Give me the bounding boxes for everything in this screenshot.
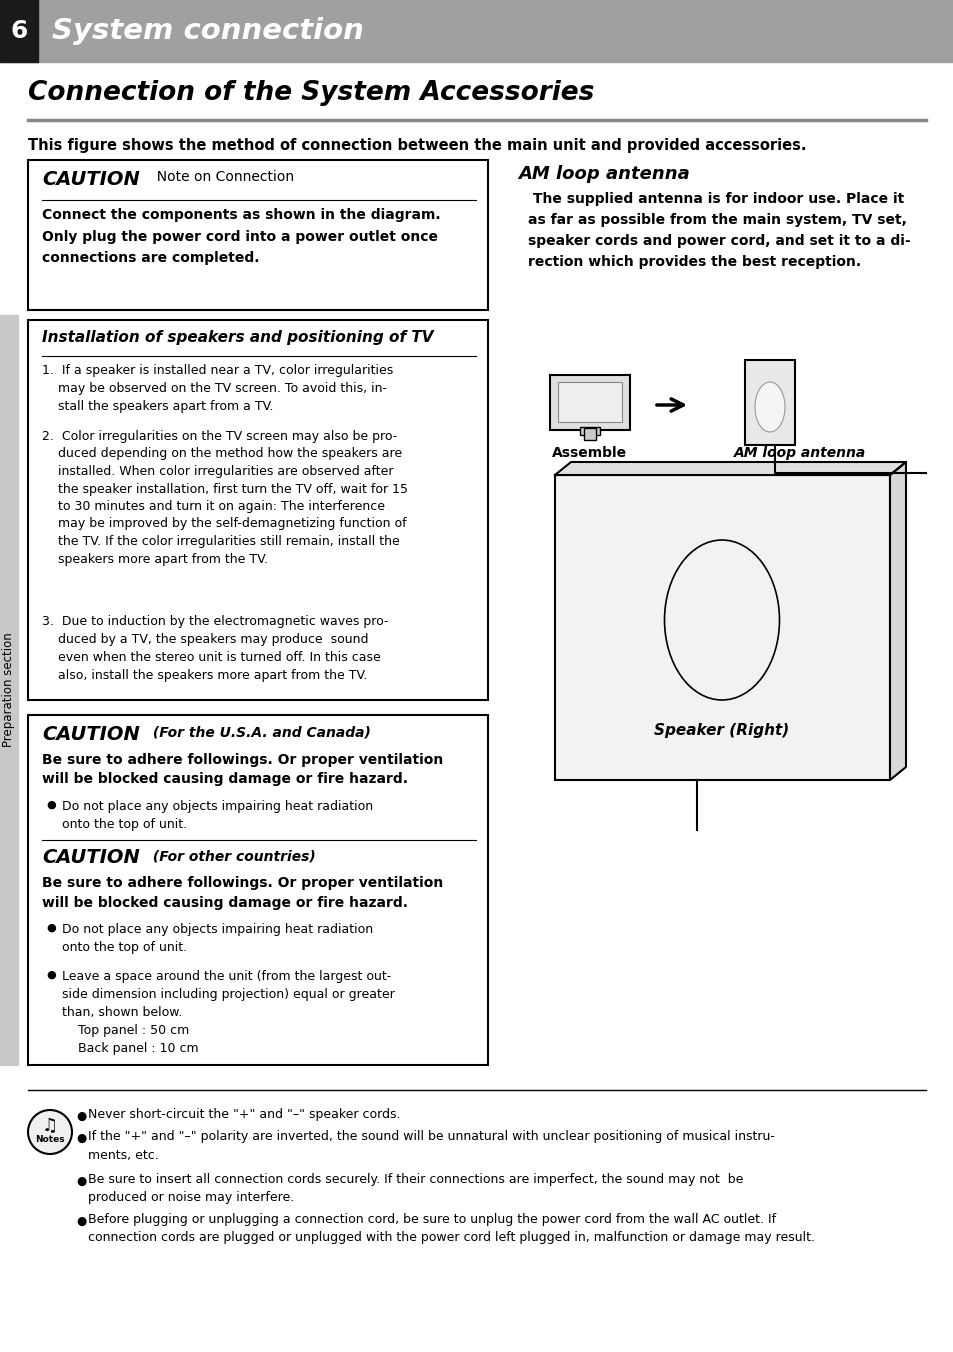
Text: AM loop antenna: AM loop antenna (517, 165, 689, 183)
Bar (550, 375, 629, 430)
Text: ♫: ♫ (42, 1117, 58, 1134)
Text: 6: 6 (10, 19, 28, 43)
Text: Note on Connection: Note on Connection (148, 170, 294, 184)
Bar (555, 475, 889, 780)
Text: Connect the components as shown in the diagram.
Only plug the power cord into a : Connect the components as shown in the d… (42, 208, 440, 265)
Text: Leave a space around the unit (from the largest out-
side dimension including pr: Leave a space around the unit (from the … (62, 969, 395, 1055)
Text: Be sure to insert all connection cords securely. If their connections are imperf: Be sure to insert all connection cords s… (88, 1174, 742, 1205)
Text: Connection of the System Accessories: Connection of the System Accessories (28, 80, 594, 105)
Text: CAUTION: CAUTION (42, 848, 140, 867)
Text: Be sure to adhere followings. Or proper ventilation
will be blocked causing dama: Be sure to adhere followings. Or proper … (42, 753, 443, 787)
Text: Do not place any objects impairing heat radiation
onto the top of unit.: Do not place any objects impairing heat … (62, 800, 373, 831)
Text: Assemble: Assemble (552, 446, 627, 460)
Text: Notes: Notes (35, 1136, 65, 1145)
Text: Installation of speakers and positioning of TV: Installation of speakers and positioning… (42, 330, 433, 345)
Text: AM loop antenna: AM loop antenna (733, 446, 865, 460)
Text: 3.  Due to induction by the electromagnetic waves pro-
    duced by a TV, the sp: 3. Due to induction by the electromagnet… (42, 615, 388, 681)
Text: ●: ● (76, 1132, 86, 1145)
Text: Never short-circuit the "+" and "–" speaker cords.: Never short-circuit the "+" and "–" spea… (88, 1109, 400, 1121)
Text: (For the U.S.A. and Canada): (For the U.S.A. and Canada) (148, 726, 371, 740)
Bar (583, 429, 596, 439)
Text: ●: ● (76, 1110, 86, 1124)
Text: Do not place any objects impairing heat radiation
onto the top of unit.: Do not place any objects impairing heat … (62, 923, 373, 955)
Text: 2.  Color irregularities on the TV screen may also be pro-
    duced depending o: 2. Color irregularities on the TV screen… (42, 430, 408, 565)
Bar (558, 383, 621, 422)
Text: ●: ● (46, 800, 55, 810)
Bar (0, 0, 953, 62)
Bar (28, 320, 488, 700)
Text: ●: ● (76, 1215, 86, 1228)
Bar (28, 715, 488, 1065)
Text: ●: ● (46, 969, 55, 980)
Text: Before plugging or unplugging a connection cord, be sure to unplug the power cor: Before plugging or unplugging a connecti… (88, 1213, 814, 1244)
Text: CAUTION: CAUTION (42, 170, 140, 189)
Text: ●: ● (76, 1175, 86, 1188)
Ellipse shape (28, 1110, 71, 1155)
Text: (For other countries): (For other countries) (148, 849, 315, 863)
Bar (579, 427, 599, 435)
Polygon shape (555, 462, 905, 475)
Bar (744, 360, 794, 445)
Text: Speaker (Right): Speaker (Right) (654, 722, 789, 737)
Text: CAUTION: CAUTION (42, 725, 140, 744)
Text: If the "+" and "–" polarity are inverted, the sound will be unnatural with uncle: If the "+" and "–" polarity are inverted… (88, 1130, 774, 1161)
Text: System connection: System connection (52, 18, 363, 45)
Bar (0, 0, 38, 62)
Bar (0, 315, 18, 1065)
Text: The supplied antenna is for indoor use. Place it
as far as possible from the mai: The supplied antenna is for indoor use. … (527, 192, 910, 269)
Text: This figure shows the method of connection between the main unit and provided ac: This figure shows the method of connecti… (28, 138, 805, 153)
Ellipse shape (754, 383, 784, 433)
Polygon shape (889, 462, 905, 780)
Text: ●: ● (46, 923, 55, 933)
Text: Preparation section: Preparation section (3, 633, 15, 748)
Text: 1.  If a speaker is installed near a TV, color irregularities
    may be observe: 1. If a speaker is installed near a TV, … (42, 364, 393, 412)
Text: Be sure to adhere followings. Or proper ventilation
will be blocked causing dama: Be sure to adhere followings. Or proper … (42, 876, 443, 910)
Bar (28, 160, 488, 310)
